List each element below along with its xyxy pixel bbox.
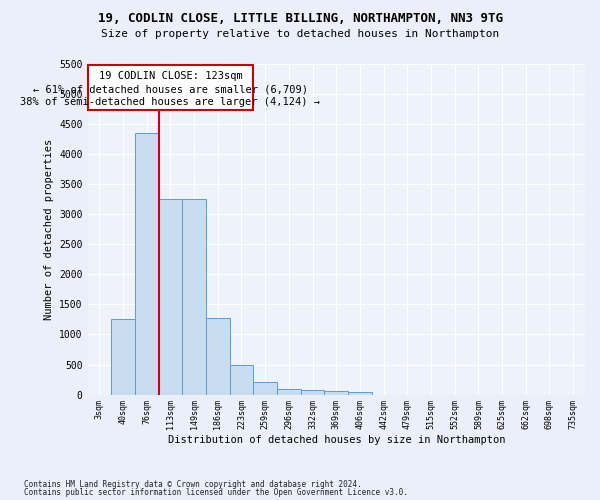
Text: Size of property relative to detached houses in Northampton: Size of property relative to detached ho…	[101, 29, 499, 39]
Bar	[253, 382, 277, 394]
Bar	[135, 133, 158, 394]
Bar	[182, 199, 206, 394]
Bar	[348, 392, 372, 394]
Bar	[206, 318, 230, 394]
Y-axis label: Number of detached properties: Number of detached properties	[44, 138, 53, 320]
Text: 19 CODLIN CLOSE: 123sqm: 19 CODLIN CLOSE: 123sqm	[98, 72, 242, 82]
Text: Contains HM Land Registry data © Crown copyright and database right 2024.: Contains HM Land Registry data © Crown c…	[24, 480, 362, 489]
FancyBboxPatch shape	[88, 64, 253, 110]
Bar	[301, 390, 325, 394]
Text: ← 61% of detached houses are smaller (6,709): ← 61% of detached houses are smaller (6,…	[33, 84, 308, 94]
Text: 19, CODLIN CLOSE, LITTLE BILLING, NORTHAMPTON, NN3 9TG: 19, CODLIN CLOSE, LITTLE BILLING, NORTHA…	[97, 12, 503, 26]
Text: 38% of semi-detached houses are larger (4,124) →: 38% of semi-detached houses are larger (…	[20, 97, 320, 107]
Bar	[277, 389, 301, 394]
Text: Contains public sector information licensed under the Open Government Licence v3: Contains public sector information licen…	[24, 488, 408, 497]
Bar	[158, 199, 182, 394]
X-axis label: Distribution of detached houses by size in Northampton: Distribution of detached houses by size …	[167, 435, 505, 445]
Bar	[111, 320, 135, 394]
Bar	[325, 392, 348, 394]
Bar	[230, 365, 253, 394]
